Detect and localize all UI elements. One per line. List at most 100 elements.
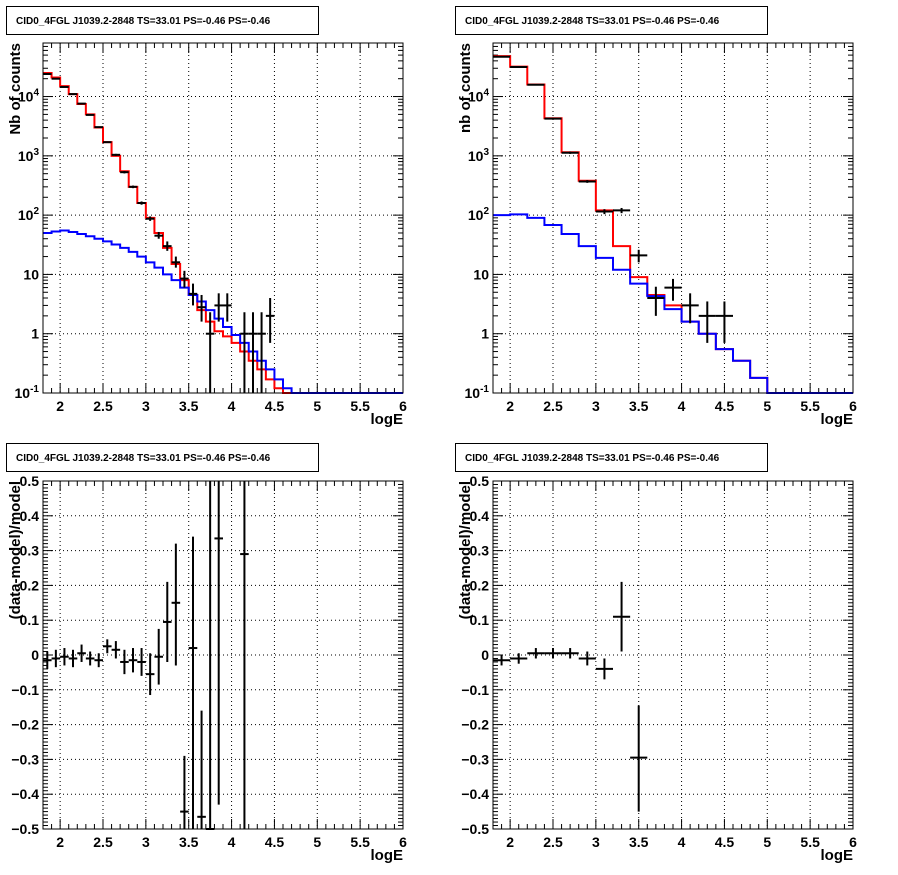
data-point — [163, 581, 172, 662]
data-point — [51, 649, 61, 668]
series-1-step-line — [493, 213, 853, 394]
data-point — [137, 648, 146, 676]
y-tick-label: 104 — [18, 88, 40, 105]
chart-title: CID0_4FGL J1039.2-2848 TS=33.01 PS=-0.46… — [16, 16, 271, 27]
x-tick-label: 4 — [228, 398, 236, 414]
data-point — [265, 298, 275, 343]
y-tick-label: 0.4 — [470, 508, 490, 524]
data-point — [43, 651, 52, 669]
data-point — [630, 705, 648, 812]
data-point — [510, 653, 528, 664]
data-point — [51, 77, 61, 80]
data-point — [94, 126, 103, 129]
data-point — [163, 241, 172, 251]
x-tick-label: 4 — [228, 834, 236, 850]
data-point — [527, 648, 545, 659]
data-point — [188, 283, 198, 306]
x-tick-label: 5.5 — [350, 398, 370, 414]
data-point — [120, 649, 129, 675]
series-1-step-line — [43, 229, 403, 394]
plot-area — [492, 42, 854, 394]
y-tick-label: 0.1 — [470, 612, 490, 628]
y-tick-label: −0.1 — [461, 682, 489, 698]
x-tick-label: 5.5 — [800, 834, 820, 850]
plot-frame — [492, 480, 854, 830]
data-point — [595, 658, 613, 680]
x-tick-label: 2 — [506, 398, 514, 414]
y-tick-label: −0.3 — [11, 751, 39, 767]
data-point — [248, 312, 258, 393]
title-box — [6, 443, 319, 472]
data-point — [214, 481, 223, 805]
data-point — [240, 481, 249, 829]
y-tick-label: 0 — [481, 647, 489, 663]
x-tick-label: 3 — [592, 834, 600, 850]
data-point — [664, 278, 682, 301]
x-tick-label: 2.5 — [543, 834, 563, 850]
y-tick-label: 103 — [468, 147, 490, 164]
data-point — [85, 651, 95, 666]
data-point — [94, 653, 103, 668]
y-tick-label: 10-1 — [465, 384, 490, 401]
data-point — [145, 216, 155, 221]
data-point — [60, 85, 69, 88]
y-tick-label: 10 — [23, 266, 39, 282]
y-axis-title: Nb of counts — [7, 43, 24, 135]
y-tick-label: 0.1 — [20, 612, 40, 628]
y-tick-label: 1 — [31, 326, 39, 342]
plot-frame — [42, 480, 404, 830]
series-0-step-line — [43, 71, 403, 394]
data-point — [188, 536, 198, 829]
y-tick-label: 0.5 — [20, 473, 40, 489]
data-point — [85, 113, 95, 116]
x-tick-label: 4 — [678, 834, 686, 850]
y-tick-label: 103 — [18, 147, 40, 164]
x-tick-label: 6 — [399, 398, 407, 414]
data-point — [103, 639, 112, 654]
plot-area — [492, 480, 854, 830]
x-tick-label: 3.5 — [179, 398, 199, 414]
data-point — [240, 312, 249, 393]
data-point — [77, 102, 86, 105]
x-tick-label: 5 — [763, 834, 771, 850]
x-tick-label: 4 — [678, 398, 686, 414]
data-point — [197, 294, 206, 322]
chart-title: CID0_4FGL J1039.2-2848 TS=33.01 PS=-0.46… — [16, 453, 271, 464]
data-point — [578, 651, 596, 666]
x-tick-label: 2.5 — [93, 834, 113, 850]
data-point — [111, 153, 121, 156]
y-tick-label: 0 — [31, 647, 39, 663]
y-axis-title: (data-model)/model — [7, 481, 24, 619]
y-tick-label: −0.2 — [11, 717, 39, 733]
data-point — [561, 648, 579, 659]
x-tick-label: 6 — [399, 834, 407, 850]
data-point — [493, 655, 511, 666]
x-tick-label: 5.5 — [350, 834, 370, 850]
data-point — [128, 185, 138, 189]
x-tick-label: 6 — [849, 834, 857, 850]
y-tick-label: −0.4 — [11, 786, 39, 802]
data-point — [561, 151, 579, 154]
data-point — [180, 755, 189, 829]
x-tick-label: 5 — [313, 834, 321, 850]
y-tick-label: 102 — [18, 206, 40, 223]
data-point — [128, 648, 138, 673]
data-point — [613, 207, 631, 214]
data-point — [171, 543, 181, 666]
x-tick-label: 3 — [142, 398, 150, 414]
data-point — [137, 201, 146, 205]
y-tick-label: −0.1 — [11, 682, 39, 698]
data-point — [111, 641, 121, 659]
chart-title: CID0_4FGL J1039.2-2848 TS=33.01 PS=-0.46… — [465, 453, 720, 464]
y-tick-label: 0.2 — [20, 577, 40, 593]
x-tick-label: 6 — [849, 398, 857, 414]
plot-area — [42, 480, 404, 830]
x-tick-label: 5 — [313, 398, 321, 414]
x-tick-label: 4.5 — [715, 398, 735, 414]
title-box — [455, 443, 768, 472]
y-tick-label: 104 — [468, 88, 490, 105]
data-point — [613, 581, 631, 652]
data-point — [715, 301, 733, 343]
data-point — [544, 117, 562, 120]
